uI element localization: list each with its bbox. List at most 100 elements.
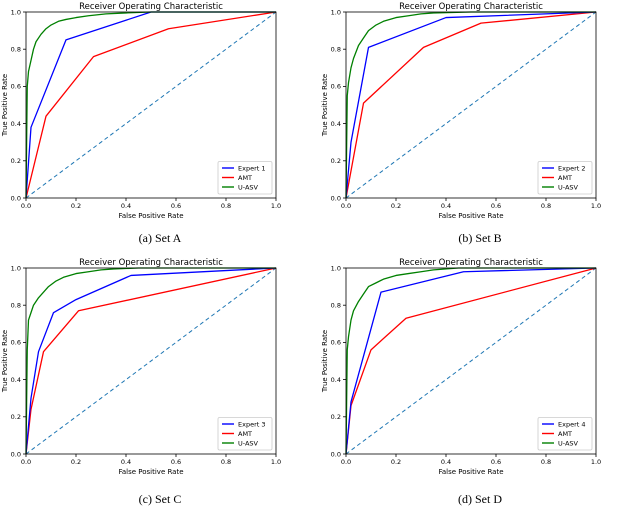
roc-panel-c: Receiver Operating Characteristic 0.0 0.2 0… bbox=[0, 256, 320, 512]
roc-chart-d: Receiver Operating Characteristic 0.0 0.2 0… bbox=[321, 258, 601, 476]
legend-label: U-ASV bbox=[238, 439, 259, 447]
y-tick-label: 0.6 bbox=[11, 83, 21, 91]
x-tick-label: 1.0 bbox=[591, 458, 601, 466]
legend-label: AMT bbox=[558, 430, 572, 438]
x-tick-label: 0.8 bbox=[221, 458, 231, 466]
x-tick-label: 0.4 bbox=[441, 202, 451, 210]
series-line-amt bbox=[25, 267, 277, 455]
x-axis-label: False Positive Rate bbox=[118, 468, 183, 476]
legend-label: AMT bbox=[238, 174, 252, 182]
x-axis-label: False Positive Rate bbox=[438, 468, 503, 476]
x-tick-label: 1.0 bbox=[591, 202, 601, 210]
chart-title: Receiver Operating Characteristic bbox=[79, 2, 223, 12]
legend-label: AMT bbox=[238, 430, 252, 438]
caption-set-c: (c) Set C bbox=[138, 492, 182, 506]
legend-box bbox=[537, 161, 593, 195]
legend-label: Expert 4 bbox=[558, 420, 586, 428]
y-tick-label: 0.8 bbox=[331, 46, 341, 54]
y-tick-label: 0.2 bbox=[11, 413, 21, 421]
x-tick-label: 0.0 bbox=[341, 202, 351, 210]
legend-box bbox=[217, 417, 273, 451]
chart-title: Receiver Operating Characteristic bbox=[399, 258, 543, 268]
plot-frame bbox=[25, 11, 277, 199]
y-tick-label: 0.8 bbox=[11, 46, 21, 54]
roc-chart-b: Receiver Operating Characteristic 0.0 0.2 0… bbox=[321, 2, 601, 220]
plot-frame bbox=[345, 267, 597, 455]
x-tick-label: 0.6 bbox=[171, 458, 181, 466]
x-tick-label: 1.0 bbox=[271, 458, 281, 466]
y-tick-label: 0.6 bbox=[11, 339, 21, 347]
series-line-amt bbox=[25, 11, 277, 199]
y-axis-label: True Positive Rate bbox=[1, 330, 9, 393]
y-tick-label: 0.2 bbox=[331, 413, 341, 421]
x-tick-label: 0.2 bbox=[391, 202, 401, 210]
y-tick-label: 0.6 bbox=[331, 339, 341, 347]
x-tick-label: 0.0 bbox=[21, 202, 31, 210]
y-tick-label: 0.8 bbox=[331, 302, 341, 310]
y-tick-label: 0.0 bbox=[11, 450, 21, 458]
x-tick-label: 0.8 bbox=[541, 202, 551, 210]
x-tick-label: 0.4 bbox=[441, 458, 451, 466]
series-line-amt bbox=[345, 11, 597, 199]
plot-frame bbox=[25, 267, 277, 455]
legend-label: U-ASV bbox=[558, 439, 579, 447]
x-tick-label: 0.4 bbox=[121, 202, 131, 210]
y-tick-label: 0.2 bbox=[331, 157, 341, 165]
legend-label: Expert 3 bbox=[238, 420, 266, 428]
x-tick-label: 0.0 bbox=[21, 458, 31, 466]
y-tick-label: 1.0 bbox=[11, 8, 21, 16]
y-tick-label: 0.0 bbox=[331, 450, 341, 458]
caption-set-b: (b) Set B bbox=[458, 231, 502, 245]
y-tick-label: 0.8 bbox=[11, 302, 21, 310]
y-axis-label: True Positive Rate bbox=[321, 330, 329, 393]
chart-title: Receiver Operating Characteristic bbox=[399, 2, 543, 12]
x-tick-label: 0.2 bbox=[71, 202, 81, 210]
x-axis-label: False Positive Rate bbox=[438, 212, 503, 220]
roc-chart-a: Receiver Operating Characteristic 0.0 0.2 0… bbox=[1, 2, 281, 220]
x-tick-label: 0.2 bbox=[391, 458, 401, 466]
x-tick-label: 0.0 bbox=[341, 458, 351, 466]
y-tick-label: 0.4 bbox=[11, 376, 21, 384]
plot-frame bbox=[345, 11, 597, 199]
roc-panel-a: Receiver Operating Characteristic 0.0 0.2 0… bbox=[0, 0, 320, 256]
y-tick-label: 0.6 bbox=[331, 83, 341, 91]
chance-line bbox=[345, 11, 597, 199]
y-tick-label: 0.4 bbox=[331, 120, 341, 128]
chance-line bbox=[25, 11, 277, 199]
legend-label: U-ASV bbox=[238, 183, 259, 191]
series-line-expert-3 bbox=[25, 267, 277, 455]
y-tick-label: 0.2 bbox=[11, 157, 21, 165]
roc-panel-d: Receiver Operating Characteristic 0.0 0.2 0… bbox=[320, 256, 640, 512]
x-tick-label: 0.6 bbox=[491, 458, 501, 466]
x-tick-label: 0.6 bbox=[171, 202, 181, 210]
x-tick-label: 0.6 bbox=[491, 202, 501, 210]
x-tick-label: 0.8 bbox=[221, 202, 231, 210]
legend-box bbox=[217, 161, 273, 195]
y-tick-label: 0.0 bbox=[11, 194, 21, 202]
y-tick-label: 0.4 bbox=[11, 120, 21, 128]
legend-label: Expert 2 bbox=[558, 164, 586, 172]
roc-chart-c: Receiver Operating Characteristic 0.0 0.2 0… bbox=[1, 258, 281, 476]
legend-label: AMT bbox=[558, 174, 572, 182]
chart-title: Receiver Operating Characteristic bbox=[79, 258, 223, 268]
caption-set-d: (d) Set D bbox=[458, 492, 502, 506]
legend-label: Expert 1 bbox=[238, 164, 266, 172]
y-tick-label: 0.4 bbox=[331, 376, 341, 384]
x-tick-label: 0.2 bbox=[71, 458, 81, 466]
x-axis-label: False Positive Rate bbox=[118, 212, 183, 220]
x-tick-label: 1.0 bbox=[271, 202, 281, 210]
y-axis-label: True Positive Rate bbox=[1, 74, 9, 137]
x-tick-label: 0.4 bbox=[121, 458, 131, 466]
caption-set-a: (a) Set A bbox=[138, 231, 182, 245]
x-tick-label: 0.8 bbox=[541, 458, 551, 466]
legend-label: U-ASV bbox=[558, 183, 579, 191]
y-tick-label: 1.0 bbox=[11, 264, 21, 272]
chance-line bbox=[345, 267, 597, 455]
roc-panel-b: Receiver Operating Characteristic 0.0 0.2 0… bbox=[320, 0, 640, 256]
series-line-expert-4 bbox=[345, 267, 597, 455]
y-tick-label: 0.0 bbox=[331, 194, 341, 202]
series-line-expert-2 bbox=[345, 11, 597, 199]
y-tick-label: 1.0 bbox=[331, 8, 341, 16]
y-tick-label: 1.0 bbox=[331, 264, 341, 272]
legend-box bbox=[537, 417, 593, 451]
